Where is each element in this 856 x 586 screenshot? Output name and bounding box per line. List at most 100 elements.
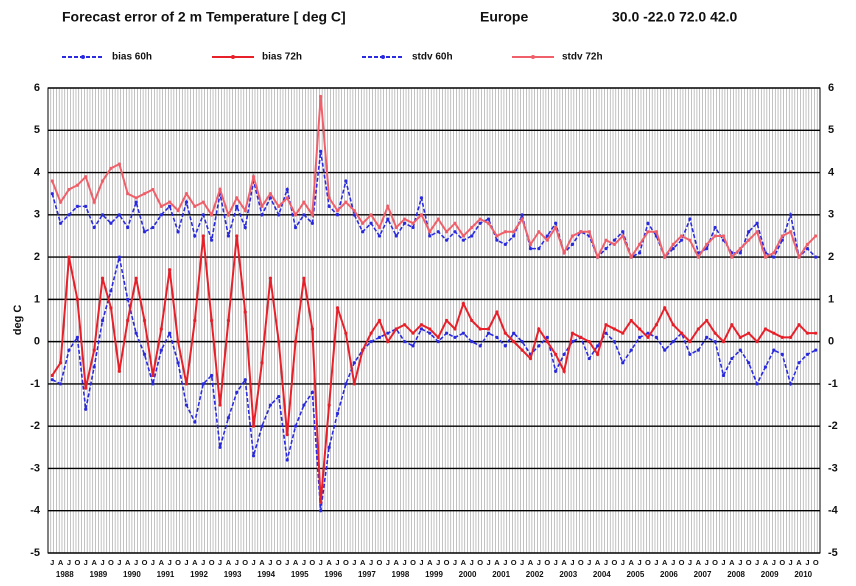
- point-marker: [327, 196, 331, 200]
- point-marker: [805, 331, 810, 335]
- point-marker: [486, 217, 491, 221]
- point-marker: [780, 352, 784, 356]
- point-marker: [210, 213, 214, 217]
- point-marker: [814, 255, 818, 259]
- x-tick-label: J: [470, 558, 474, 567]
- point-marker: [302, 213, 306, 217]
- point-marker: [512, 234, 516, 238]
- year-label: 1991: [157, 570, 175, 579]
- point-marker: [763, 327, 768, 331]
- point-marker: [184, 200, 189, 204]
- point-marker: [142, 318, 147, 323]
- y2-tick-label: -4: [828, 505, 839, 517]
- point-marker: [50, 378, 54, 382]
- x-tick-label: J: [285, 558, 289, 567]
- x-tick-label: O: [74, 558, 80, 567]
- point-marker: [528, 242, 533, 247]
- x-tick-label: A: [561, 558, 567, 567]
- point-marker: [117, 255, 121, 259]
- point-marker: [302, 403, 306, 407]
- point-marker: [444, 230, 449, 234]
- year-label: 2008: [727, 570, 745, 579]
- point-marker: [243, 225, 247, 230]
- year-label: 2000: [459, 570, 477, 579]
- y-tick-label: 1: [34, 293, 40, 305]
- point-marker: [688, 217, 692, 221]
- point-marker: [814, 348, 818, 352]
- point-marker: [293, 213, 298, 217]
- point-marker: [503, 242, 507, 247]
- point-marker: [403, 340, 407, 344]
- y-tick-label: -5: [30, 547, 40, 559]
- point-marker: [210, 373, 214, 378]
- point-marker: [277, 394, 281, 399]
- point-marker: [428, 331, 432, 335]
- point-marker: [461, 331, 465, 335]
- year-label: 1996: [324, 570, 342, 579]
- point-marker: [562, 352, 566, 356]
- point-marker: [520, 217, 524, 221]
- y-tick-label: -1: [30, 378, 40, 390]
- year-label: 1994: [257, 570, 275, 579]
- point-marker: [260, 424, 264, 428]
- point-marker: [134, 200, 138, 204]
- point-marker: [159, 327, 163, 331]
- point-marker: [394, 327, 398, 331]
- point-marker: [100, 276, 105, 280]
- point-marker: [579, 230, 583, 234]
- point-marker: [151, 382, 155, 386]
- x-tick-label: J: [386, 558, 390, 567]
- x-tick-label: J: [772, 558, 776, 567]
- point-marker: [486, 327, 491, 331]
- x-tick-label: J: [604, 558, 608, 567]
- point-marker: [520, 348, 524, 352]
- point-marker: [461, 234, 465, 238]
- y-tick-label: -3: [30, 462, 40, 474]
- x-tick-label: A: [461, 558, 467, 567]
- point-marker: [587, 356, 591, 361]
- point-marker: [361, 230, 365, 234]
- point-marker: [755, 230, 759, 234]
- point-marker: [310, 213, 314, 217]
- point-marker: [126, 225, 130, 230]
- point-marker: [58, 361, 63, 365]
- point-marker: [596, 352, 600, 356]
- point-marker: [478, 327, 482, 331]
- x-tick-label: O: [679, 558, 685, 567]
- x-tick-label: A: [293, 558, 299, 567]
- x-tick-label: J: [419, 558, 423, 567]
- point-marker: [461, 238, 465, 242]
- x-tick-label: J: [671, 558, 675, 567]
- point-marker: [738, 247, 742, 251]
- point-marker: [772, 251, 776, 255]
- point-marker: [696, 348, 700, 352]
- point-marker: [671, 323, 675, 327]
- x-tick-label: A: [125, 558, 131, 567]
- point-marker: [377, 318, 382, 323]
- point-marker: [201, 382, 205, 386]
- point-marker: [537, 230, 541, 234]
- x-tick-label: J: [218, 558, 222, 567]
- point-marker: [411, 221, 415, 225]
- point-marker: [344, 331, 348, 335]
- point-marker: [67, 255, 71, 259]
- point-marker: [176, 208, 180, 213]
- point-marker: [805, 242, 810, 247]
- point-marker: [193, 318, 197, 323]
- chart-title: Forecast error of 2 m Temperature [ deg …: [62, 9, 346, 25]
- point-marker: [377, 234, 382, 238]
- point-marker: [671, 242, 675, 247]
- point-marker: [470, 225, 474, 230]
- point-marker: [260, 204, 264, 208]
- point-marker: [134, 331, 138, 335]
- point-marker: [377, 335, 382, 340]
- x-tick-label: J: [184, 558, 188, 567]
- point-marker: [184, 382, 189, 386]
- point-marker: [755, 382, 759, 386]
- point-marker: [302, 276, 306, 280]
- x-tick-label: O: [477, 558, 483, 567]
- point-marker: [75, 204, 79, 208]
- point-marker: [92, 200, 96, 204]
- point-marker: [520, 340, 524, 344]
- point-marker: [713, 234, 717, 238]
